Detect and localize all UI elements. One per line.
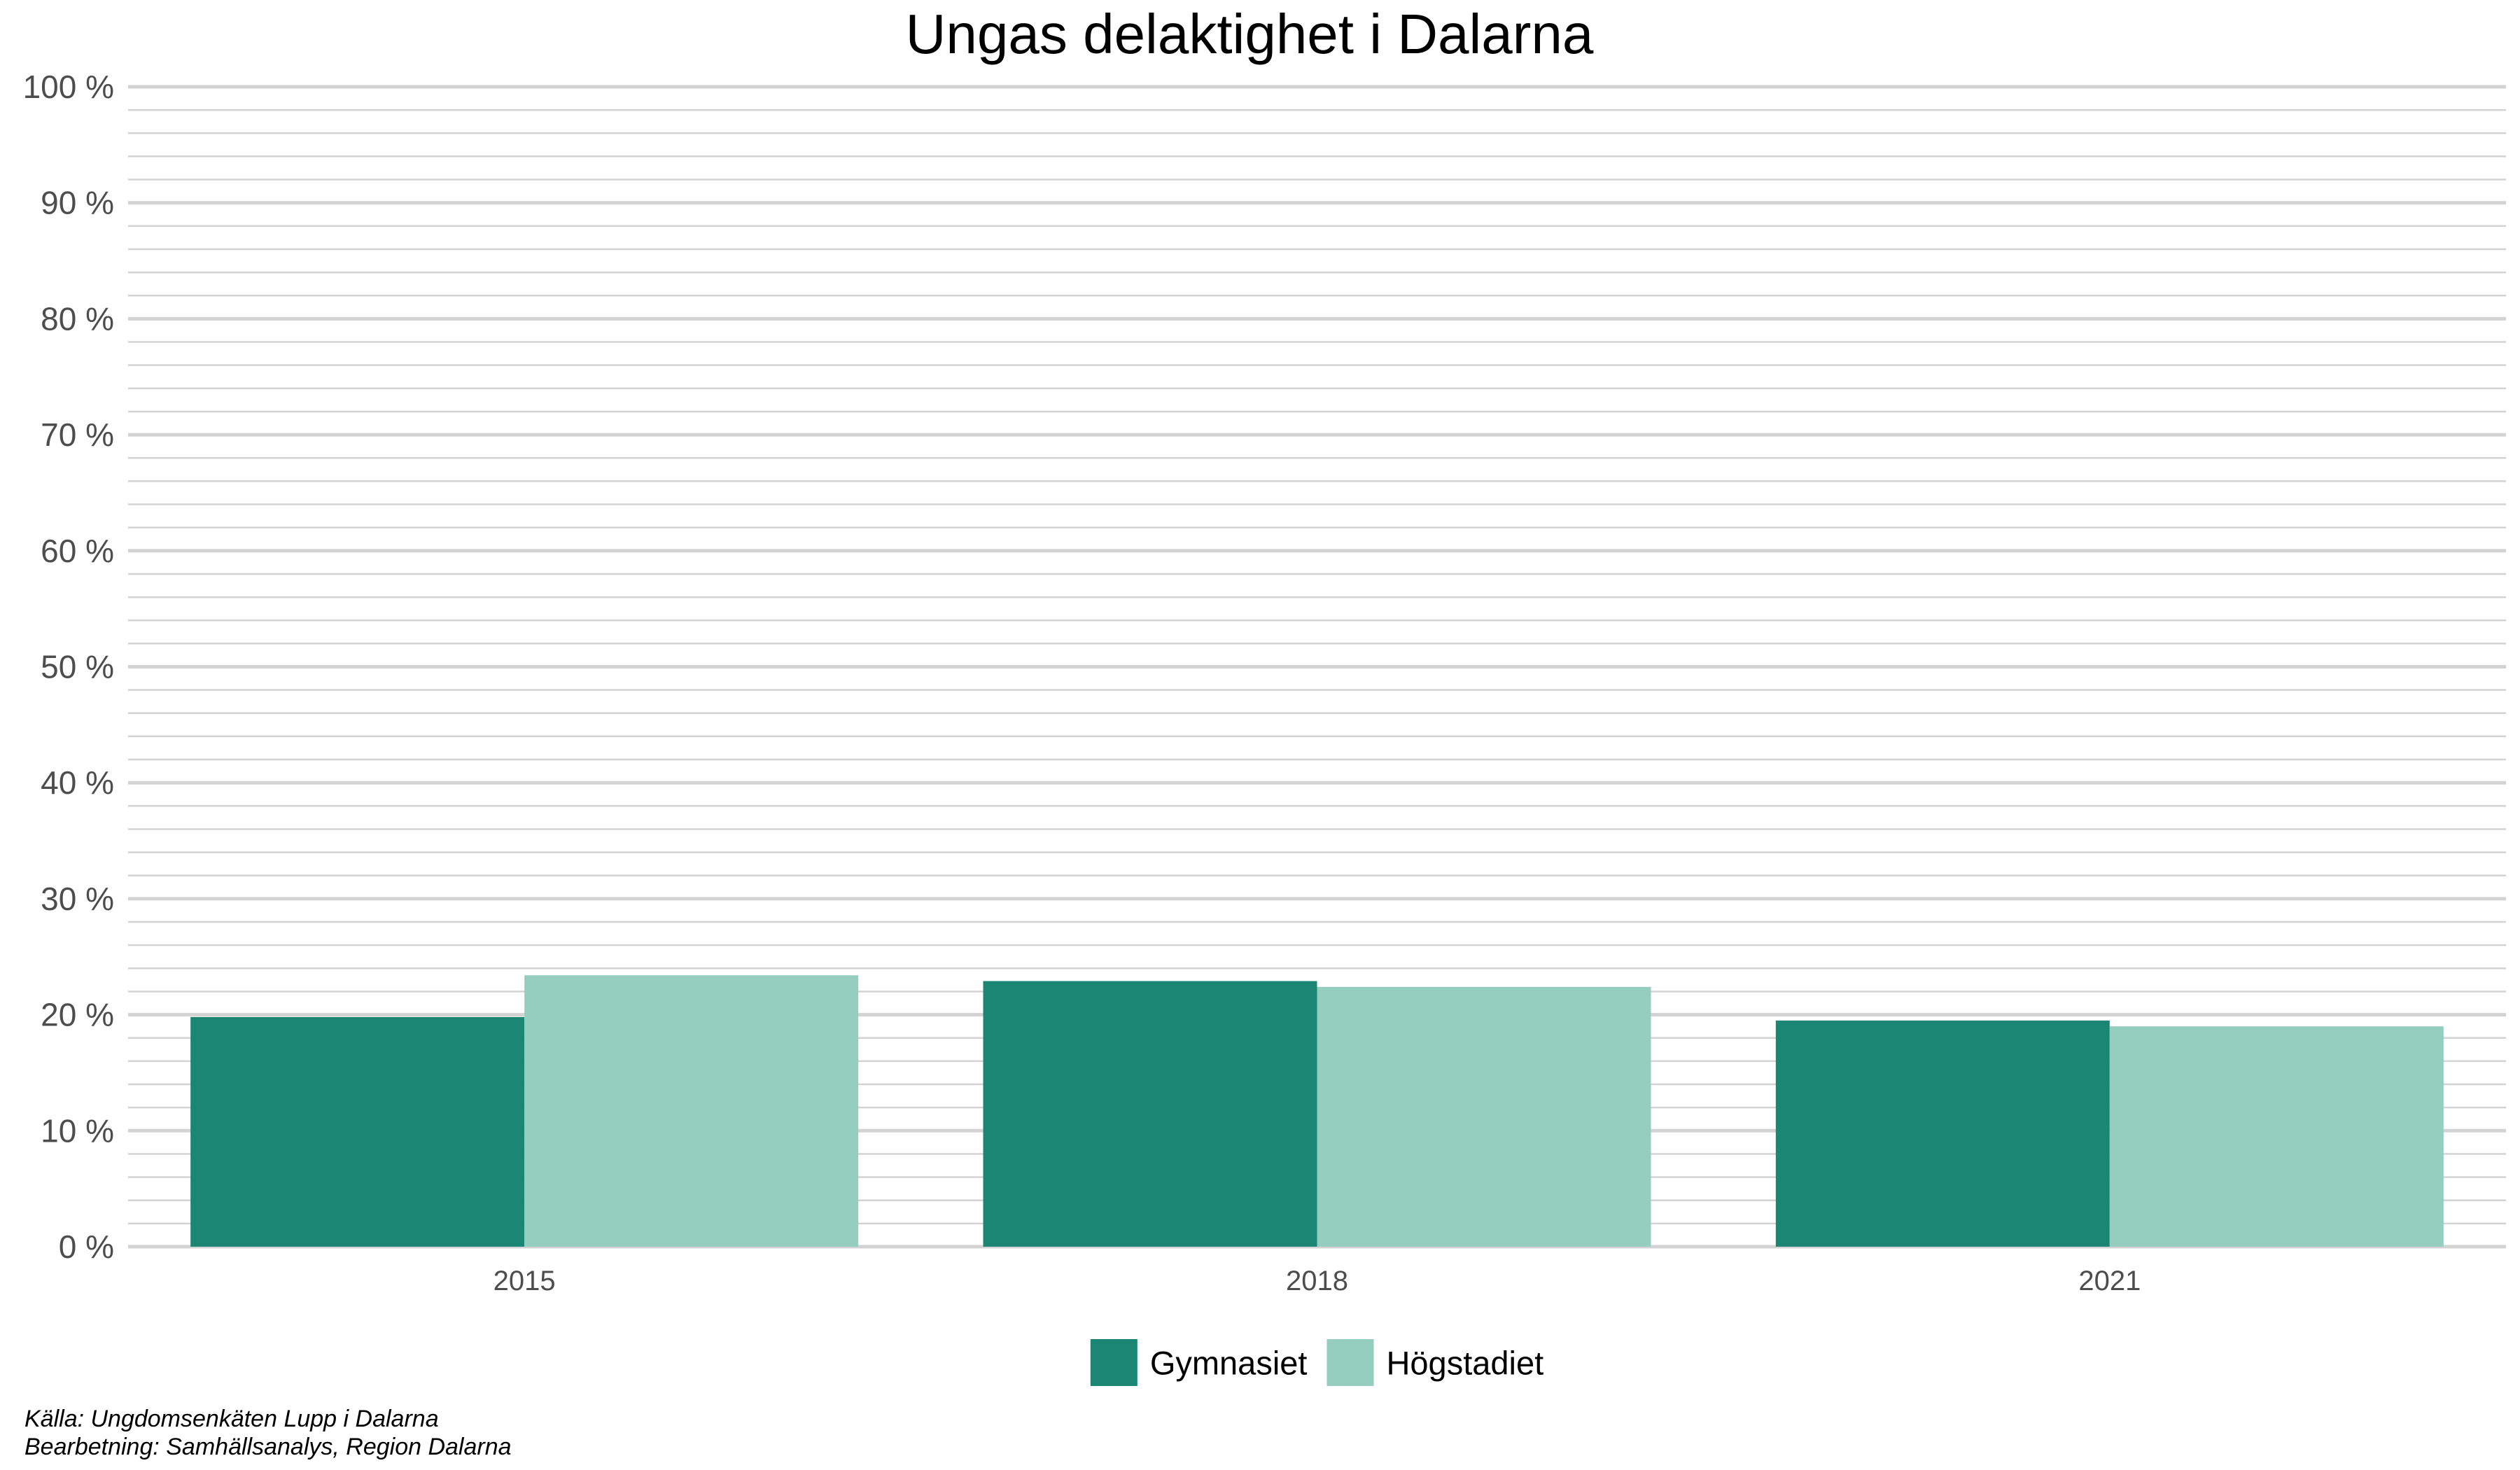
bar-högstadiet-2015	[524, 975, 859, 1247]
y-tick-label: 90 %	[41, 185, 114, 221]
x-tick-label: 2021	[2078, 1266, 2141, 1296]
bar-gymnasiet-2021	[1775, 1020, 2110, 1247]
legend-swatch-gymnasiet	[1090, 1339, 1138, 1386]
y-tick-label: 0 %	[59, 1228, 114, 1265]
caption-source: Källa: Ungdomsenkäten Lupp i Dalarna	[24, 1406, 439, 1432]
legend: Gymnasiet Högstadiet	[1090, 1339, 1544, 1386]
y-axis-ticks: 0 % 10 % 20 % 30 % 40 % 50 % 60 % 70 % 80 % 90 % 1…	[23, 69, 114, 1265]
x-tick-label: 2015	[493, 1266, 556, 1296]
y-tick-label: 10 %	[41, 1112, 114, 1149]
y-tick-label: 70 %	[41, 416, 114, 453]
bar-gymnasiet-2018	[983, 981, 1317, 1247]
y-tick-label: 100 %	[23, 69, 114, 105]
y-tick-label: 20 %	[41, 997, 114, 1033]
x-tick-label: 2018	[1286, 1266, 1348, 1296]
y-tick-label: 40 %	[41, 764, 114, 801]
legend-label: Gymnasiet	[1150, 1345, 1308, 1382]
caption-processing: Bearbetning: Samhällsanalys, Region Dala…	[24, 1434, 512, 1460]
bar-gymnasiet-2015	[190, 1016, 525, 1247]
legend-label: Högstadiet	[1386, 1345, 1544, 1382]
x-axis-ticks: 2015 2018 2021	[493, 1266, 2141, 1296]
y-tick-label: 60 %	[41, 533, 114, 569]
bars	[190, 975, 2444, 1247]
legend-swatch-högstadiet	[1326, 1339, 1374, 1386]
y-tick-label: 80 %	[41, 300, 114, 337]
chart-title: Ungas delaktighet i Dalarna	[906, 3, 1594, 65]
y-tick-label: 30 %	[41, 881, 114, 917]
y-tick-label: 50 %	[41, 649, 114, 685]
bar-högstadiet-2018	[1317, 986, 1651, 1247]
bar-högstadiet-2021	[2109, 1026, 2444, 1247]
